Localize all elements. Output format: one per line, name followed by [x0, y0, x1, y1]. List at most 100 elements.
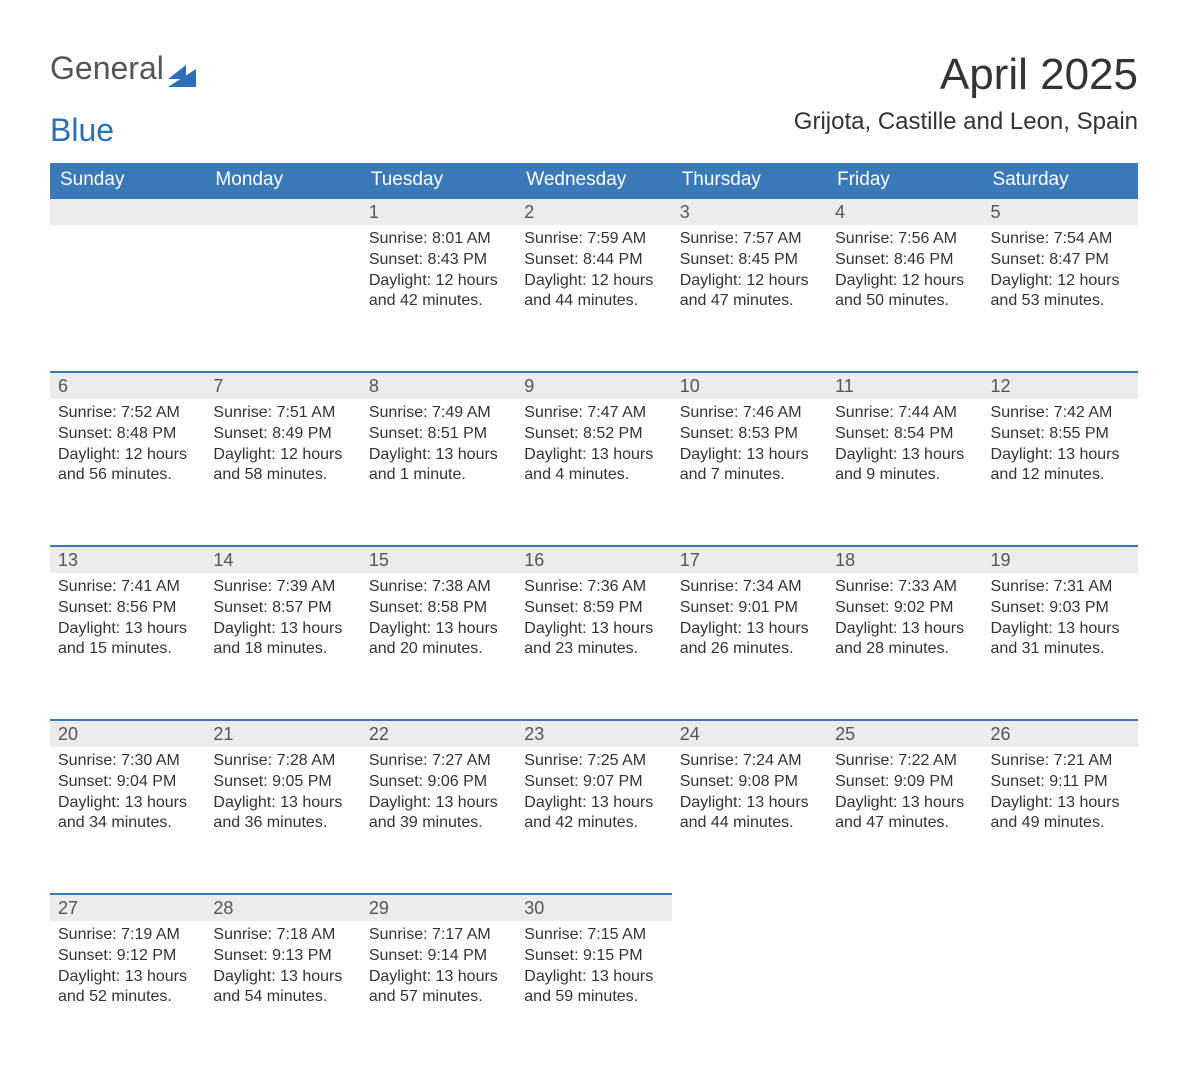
day-cell: Sunrise: 7:46 AMSunset: 8:53 PMDaylight:…: [672, 399, 827, 527]
day-number: 16: [516, 545, 671, 573]
daylight-line: Daylight: 13 hours and 15 minutes.: [58, 619, 197, 661]
day-number: [827, 893, 982, 921]
sunset-line: Sunset: 9:13 PM: [213, 946, 352, 967]
daylight-line: Daylight: 13 hours and 1 minute.: [369, 445, 508, 487]
day-cell: Sunrise: 7:19 AMSunset: 9:12 PMDaylight:…: [50, 921, 205, 1049]
day-number: 30: [516, 893, 671, 921]
day-number: [983, 893, 1138, 921]
daylight-line: Daylight: 13 hours and 9 minutes.: [835, 445, 974, 487]
sunrise-line: Sunrise: 7:17 AM: [369, 925, 508, 946]
daylight-line: Daylight: 13 hours and 28 minutes.: [835, 619, 974, 661]
day-number: 9: [516, 371, 671, 399]
sunset-line: Sunset: 8:54 PM: [835, 424, 974, 445]
day-cell: Sunrise: 7:41 AMSunset: 8:56 PMDaylight:…: [50, 573, 205, 701]
daylight-line: Daylight: 13 hours and 18 minutes.: [213, 619, 352, 661]
day-cell: Sunrise: 7:30 AMSunset: 9:04 PMDaylight:…: [50, 747, 205, 875]
day-cell: Sunrise: 7:39 AMSunset: 8:57 PMDaylight:…: [205, 573, 360, 701]
sunset-line: Sunset: 8:44 PM: [524, 250, 663, 271]
day-number: 6: [50, 371, 205, 399]
day-cell: Sunrise: 7:47 AMSunset: 8:52 PMDaylight:…: [516, 399, 671, 527]
day-number: 5: [983, 197, 1138, 225]
sunrise-line: Sunrise: 7:21 AM: [991, 751, 1130, 772]
day-cell: Sunrise: 7:56 AMSunset: 8:46 PMDaylight:…: [827, 225, 982, 353]
day-number: 12: [983, 371, 1138, 399]
day-number: 15: [361, 545, 516, 573]
day-number: 4: [827, 197, 982, 225]
logo-icon: [168, 58, 196, 80]
sunset-line: Sunset: 8:47 PM: [991, 250, 1130, 271]
sunrise-line: Sunrise: 7:46 AM: [680, 403, 819, 424]
sunset-line: Sunset: 9:15 PM: [524, 946, 663, 967]
calendar-table: SundayMondayTuesdayWednesdayThursdayFrid…: [50, 163, 1138, 1049]
day-number: 23: [516, 719, 671, 747]
sunset-line: Sunset: 8:53 PM: [680, 424, 819, 445]
day-cell: Sunrise: 7:52 AMSunset: 8:48 PMDaylight:…: [50, 399, 205, 527]
daylight-line: Daylight: 12 hours and 42 minutes.: [369, 271, 508, 313]
daylight-line: Daylight: 12 hours and 53 minutes.: [991, 271, 1130, 313]
day-cell: Sunrise: 7:44 AMSunset: 8:54 PMDaylight:…: [827, 399, 982, 527]
day-cell: Sunrise: 7:22 AMSunset: 9:09 PMDaylight:…: [827, 747, 982, 875]
weekday-header: Wednesday: [516, 163, 671, 197]
day-number: 29: [361, 893, 516, 921]
day-number: 25: [827, 719, 982, 747]
day-number: 24: [672, 719, 827, 747]
day-number: 8: [361, 371, 516, 399]
day-number: 17: [672, 545, 827, 573]
weekday-header: Sunday: [50, 163, 205, 197]
sunrise-line: Sunrise: 7:42 AM: [991, 403, 1130, 424]
sunrise-line: Sunrise: 7:27 AM: [369, 751, 508, 772]
sunset-line: Sunset: 8:57 PM: [213, 598, 352, 619]
sunrise-line: Sunrise: 7:15 AM: [524, 925, 663, 946]
day-number: 21: [205, 719, 360, 747]
sunrise-line: Sunrise: 7:49 AM: [369, 403, 508, 424]
sunset-line: Sunset: 8:51 PM: [369, 424, 508, 445]
sunset-line: Sunset: 9:08 PM: [680, 772, 819, 793]
weekday-header: Thursday: [672, 163, 827, 197]
daylight-line: Daylight: 13 hours and 42 minutes.: [524, 793, 663, 835]
logo: General: [50, 50, 196, 87]
day-cell: Sunrise: 7:17 AMSunset: 9:14 PMDaylight:…: [361, 921, 516, 1049]
day-cell: [827, 921, 982, 1049]
sunset-line: Sunset: 9:14 PM: [369, 946, 508, 967]
day-cell: Sunrise: 7:33 AMSunset: 9:02 PMDaylight:…: [827, 573, 982, 701]
sunset-line: Sunset: 9:05 PM: [213, 772, 352, 793]
logo-text-1: General: [50, 50, 164, 87]
day-cell: Sunrise: 7:42 AMSunset: 8:55 PMDaylight:…: [983, 399, 1138, 527]
day-cell: Sunrise: 7:28 AMSunset: 9:05 PMDaylight:…: [205, 747, 360, 875]
sunset-line: Sunset: 9:04 PM: [58, 772, 197, 793]
day-cell: Sunrise: 7:21 AMSunset: 9:11 PMDaylight:…: [983, 747, 1138, 875]
sunset-line: Sunset: 9:01 PM: [680, 598, 819, 619]
day-number: [205, 197, 360, 225]
daylight-line: Daylight: 13 hours and 23 minutes.: [524, 619, 663, 661]
sunrise-line: Sunrise: 7:25 AM: [524, 751, 663, 772]
day-number: 13: [50, 545, 205, 573]
sunrise-line: Sunrise: 7:22 AM: [835, 751, 974, 772]
sunrise-line: Sunrise: 7:36 AM: [524, 577, 663, 598]
day-number: 7: [205, 371, 360, 399]
sunrise-line: Sunrise: 7:28 AM: [213, 751, 352, 772]
daylight-line: Daylight: 13 hours and 26 minutes.: [680, 619, 819, 661]
day-cell: Sunrise: 7:38 AMSunset: 8:58 PMDaylight:…: [361, 573, 516, 701]
daylight-line: Daylight: 13 hours and 49 minutes.: [991, 793, 1130, 835]
sunrise-line: Sunrise: 7:44 AM: [835, 403, 974, 424]
daylight-line: Daylight: 13 hours and 44 minutes.: [680, 793, 819, 835]
day-number: [50, 197, 205, 225]
sunset-line: Sunset: 9:12 PM: [58, 946, 197, 967]
day-number: 1: [361, 197, 516, 225]
daylight-line: Daylight: 13 hours and 7 minutes.: [680, 445, 819, 487]
sunset-line: Sunset: 8:49 PM: [213, 424, 352, 445]
sunrise-line: Sunrise: 7:19 AM: [58, 925, 197, 946]
day-number: 26: [983, 719, 1138, 747]
daylight-line: Daylight: 12 hours and 47 minutes.: [680, 271, 819, 313]
sunset-line: Sunset: 9:02 PM: [835, 598, 974, 619]
sunrise-line: Sunrise: 7:59 AM: [524, 229, 663, 250]
day-number: 2: [516, 197, 671, 225]
daylight-line: Daylight: 12 hours and 56 minutes.: [58, 445, 197, 487]
day-cell: Sunrise: 7:54 AMSunset: 8:47 PMDaylight:…: [983, 225, 1138, 353]
month-title: April 2025: [794, 50, 1138, 100]
sunrise-line: Sunrise: 7:47 AM: [524, 403, 663, 424]
sunrise-line: Sunrise: 7:52 AM: [58, 403, 197, 424]
day-cell: Sunrise: 7:36 AMSunset: 8:59 PMDaylight:…: [516, 573, 671, 701]
day-cell: Sunrise: 7:15 AMSunset: 9:15 PMDaylight:…: [516, 921, 671, 1049]
daylight-line: Daylight: 13 hours and 39 minutes.: [369, 793, 508, 835]
